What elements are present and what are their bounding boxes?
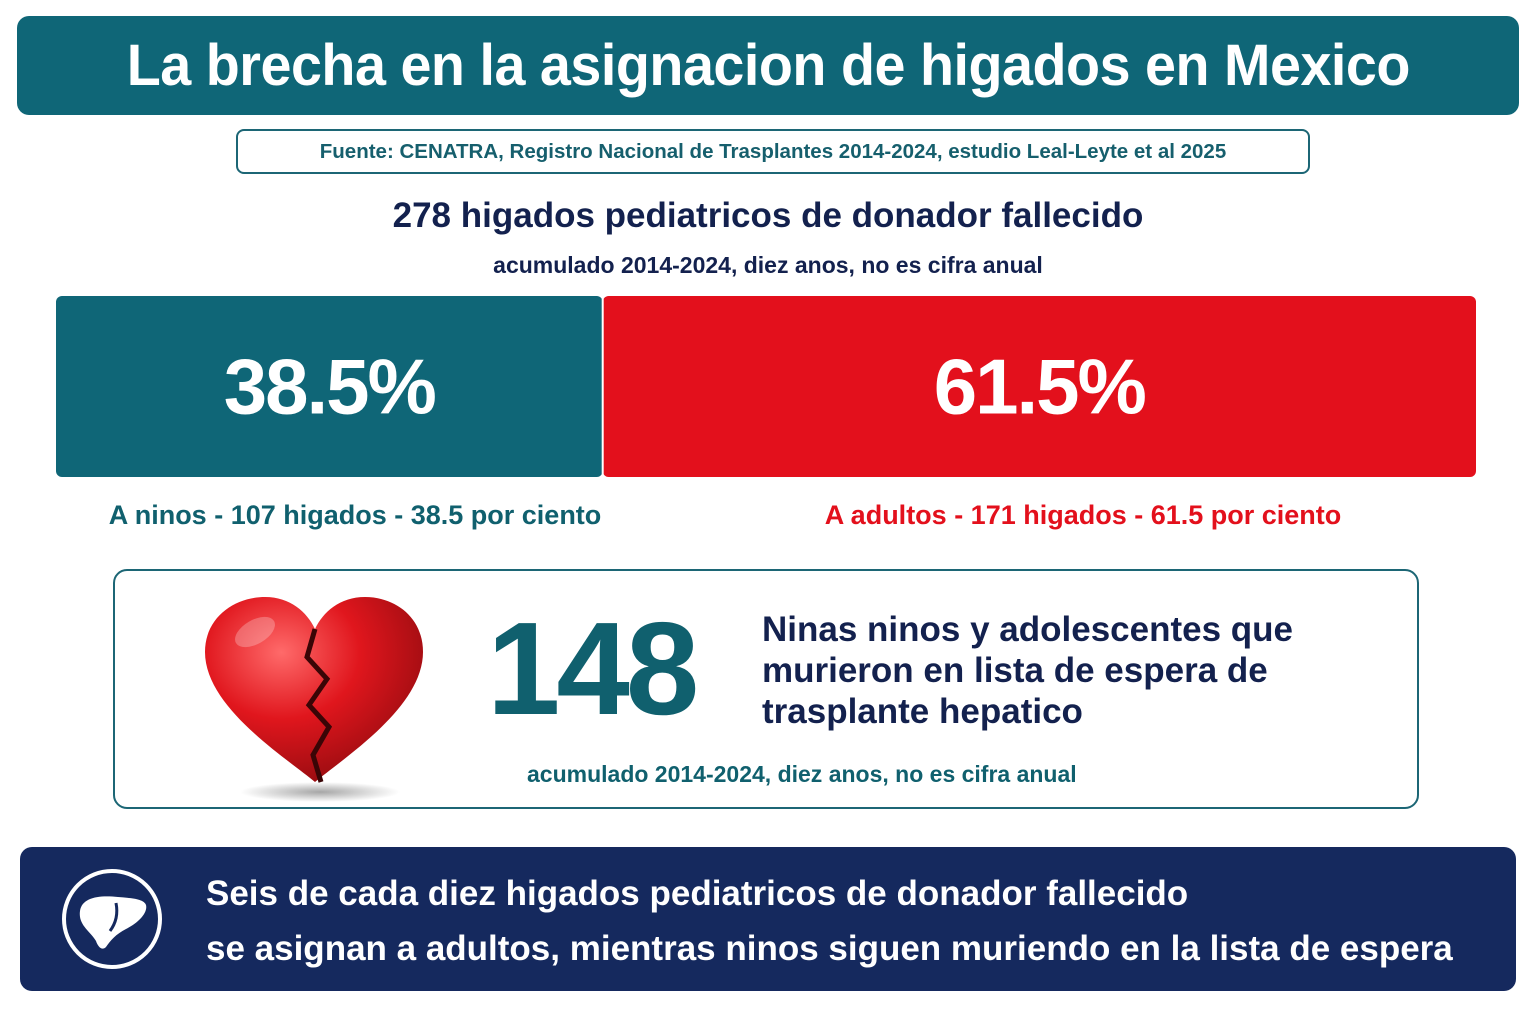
footer-line-2: se asignan a adultos, mientras ninos sig… (206, 929, 1453, 968)
footer-line-1: Seis de cada diez higados pediatricos de… (206, 874, 1189, 913)
deaths-note: acumulado 2014-2024, diez anos, no es ci… (527, 761, 1077, 787)
total-note: acumulado 2014-2024, diez anos, no es ci… (493, 252, 1043, 278)
total-headline: 278 higados pediatricos de donador falle… (392, 196, 1144, 235)
deaths-panel: 148 Ninas ninos y adolescentes que murie… (113, 569, 1419, 809)
page-title: La brecha en la asignacion de higados en… (126, 33, 1410, 98)
value-label-segment-adultos: 61.5% (934, 343, 1146, 431)
category-label-ninos: A ninos - 107 higados - 38.5 por ciento (108, 500, 602, 530)
liver-icon (62, 869, 162, 969)
category-label-adultos: A adultos - 171 higados - 61.5 por cient… (824, 500, 1342, 530)
footer-banner: Seis de cada diez higados pediatricos de… (20, 847, 1516, 991)
deaths-number: 148 (487, 595, 699, 742)
source-box: Fuente: CENATRA, Registro Nacional de Tr… (236, 129, 1310, 174)
bar-segment-ninos (56, 296, 603, 477)
bar-segment-adultos (602, 296, 1476, 477)
deaths-description: Ninas ninos y adolescentes que murieron … (762, 610, 1293, 731)
source-text: Fuente: CENATRA, Registro Nacional de Tr… (319, 139, 1227, 163)
title-banner: La brecha en la asignacion de higados en… (17, 16, 1519, 115)
broken-heart-icon (205, 597, 423, 802)
value-label-segment-ninos: 38.5% (224, 343, 436, 431)
